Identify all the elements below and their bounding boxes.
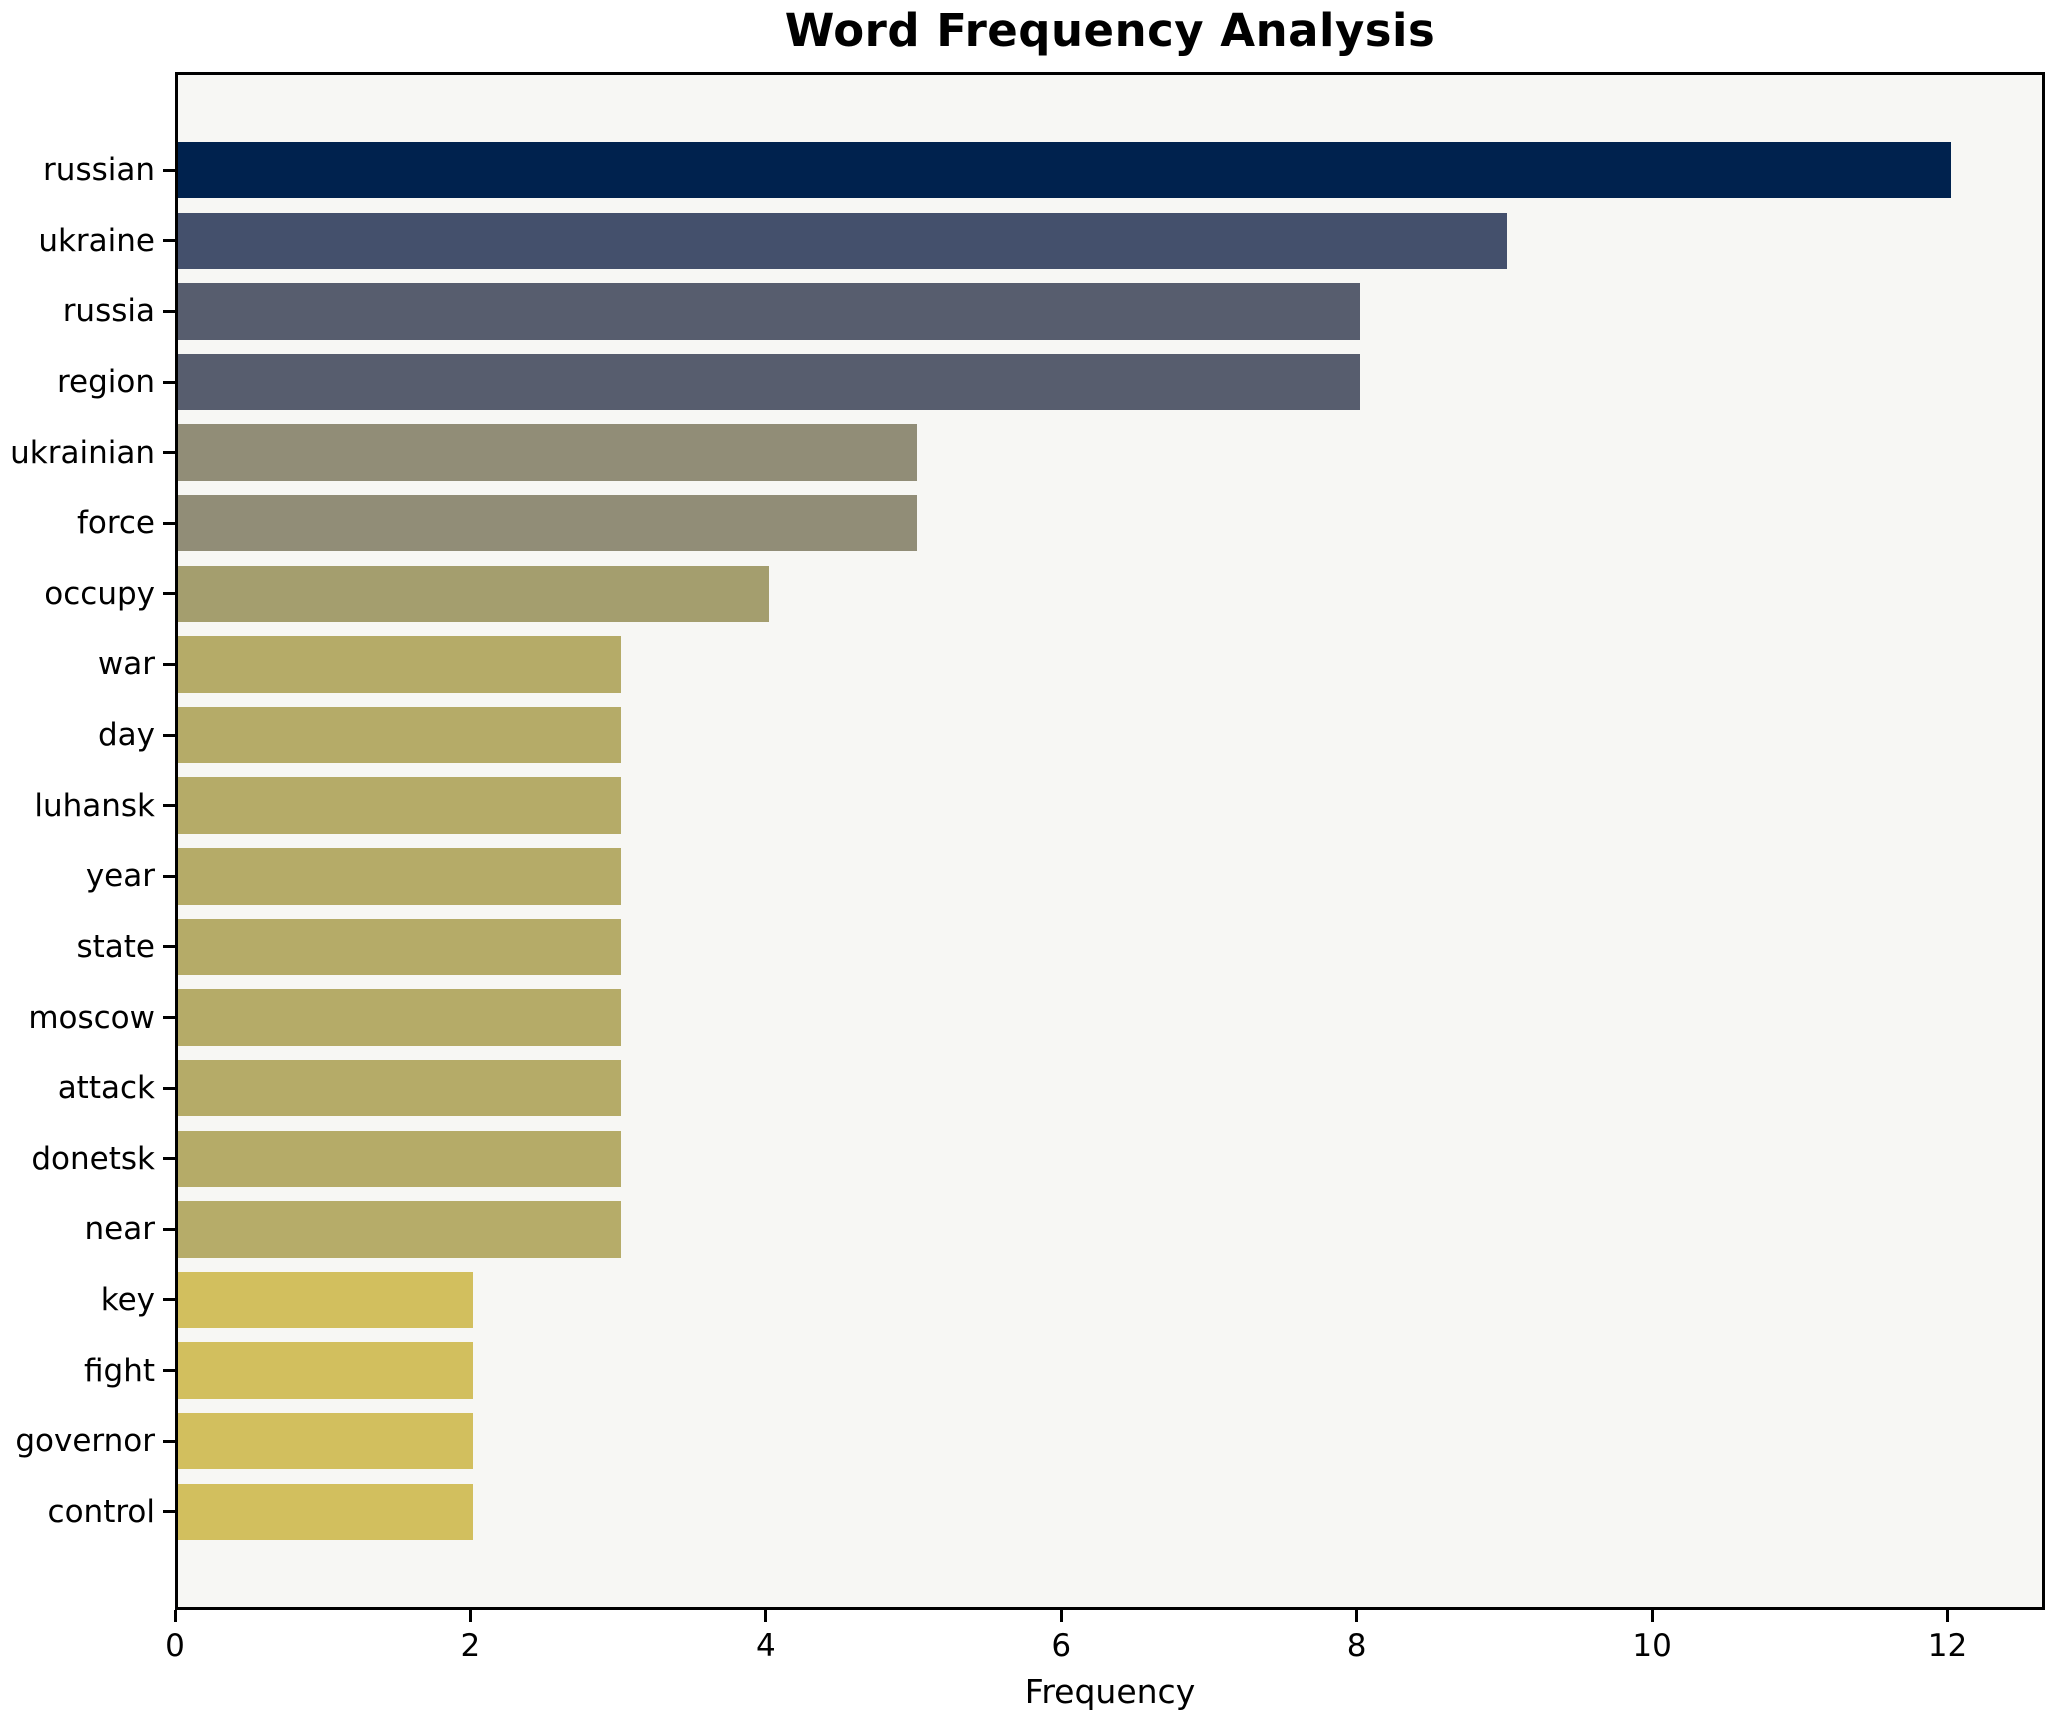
y-tick-label-donetsk: donetsk [31,1140,155,1177]
bar-luhansk [178,777,621,834]
bar-fight [178,1342,473,1399]
x-tick-8 [1355,1610,1359,1622]
y-tick-occupy [163,592,175,596]
y-tick-moscow [163,1016,175,1020]
y-tick-label-war: war [97,646,155,683]
y-tick-label-luhansk: luhansk [34,787,155,824]
y-tick-fight [163,1369,175,1373]
bar-day [178,706,621,764]
bar-moscow [178,989,621,1046]
y-tick-label-ukrainian: ukrainian [10,434,155,471]
y-tick-ukrainian [163,451,175,455]
x-tick-4 [764,1610,768,1622]
x-tick-label-6: 6 [1051,1628,1072,1664]
bar-occupy [178,565,769,623]
y-tick-label-russia: russia [62,293,155,330]
bar-russia [178,283,1360,340]
y-tick-russia [163,309,175,313]
y-tick-state [163,945,175,949]
y-tick-label-governor: governor [15,1423,155,1460]
y-tick-attack [163,1086,175,1090]
bar-russian [178,141,1951,199]
x-tick-0 [173,1610,177,1622]
bar-ukraine [178,212,1507,269]
bar-attack [178,1059,621,1117]
y-tick-label-control: control [47,1493,155,1530]
y-tick-near [163,1227,175,1231]
x-tick-label-12: 12 [1927,1628,1968,1664]
bar-state [178,918,621,976]
bar-control [178,1483,473,1541]
y-tick-label-fight: fight [83,1352,155,1389]
y-tick-label-force: force [76,505,155,542]
bar-donetsk [178,1130,621,1187]
bar-war [178,636,621,693]
bar-governor [178,1412,473,1470]
chart-title: Word Frequency Analysis [784,4,1436,57]
x-tick-label-0: 0 [165,1628,185,1664]
y-tick-label-occupy: occupy [44,575,155,612]
y-tick-region [163,380,175,384]
bar-key [178,1271,473,1329]
y-tick-label-russian: russian [43,152,155,189]
y-tick-label-state: state [76,928,155,965]
y-tick-control [163,1510,175,1514]
y-tick-label-attack: attack [57,1070,155,1107]
y-tick-label-region: region [56,364,155,400]
y-tick-key [163,1298,175,1302]
x-tick-label-2: 2 [460,1628,481,1664]
bar-force [178,494,917,552]
x-tick-2 [468,1610,472,1622]
bar-year [178,848,621,905]
y-tick-war [163,662,175,666]
y-tick-donetsk [163,1157,175,1161]
x-tick-12 [1946,1610,1949,1622]
y-tick-label-near: near [84,1211,155,1248]
y-tick-governor [163,1439,175,1443]
bar-region [178,353,1360,411]
x-tick-label-10: 10 [1632,1628,1672,1664]
x-axis-label: Frequency [1024,1672,1196,1711]
x-tick-label-4: 4 [755,1628,776,1664]
x-tick-label-8: 8 [1346,1628,1367,1664]
y-tick-russian [163,168,175,172]
plot-area [175,72,2045,1610]
y-tick-label-ukraine: ukraine [38,222,155,259]
y-tick-label-key: key [100,1281,155,1318]
y-tick-luhansk [163,804,175,808]
x-tick-6 [1059,1610,1063,1622]
y-tick-label-day: day [97,717,155,754]
y-tick-ukraine [163,239,175,243]
x-tick-10 [1650,1610,1654,1622]
bar-near [178,1201,621,1258]
y-tick-force [163,521,175,525]
y-tick-label-year: year [85,858,155,895]
y-tick-year [163,874,175,878]
y-tick-day [163,733,175,737]
y-tick-label-moscow: moscow [28,999,155,1036]
bar-ukrainian [178,424,917,481]
